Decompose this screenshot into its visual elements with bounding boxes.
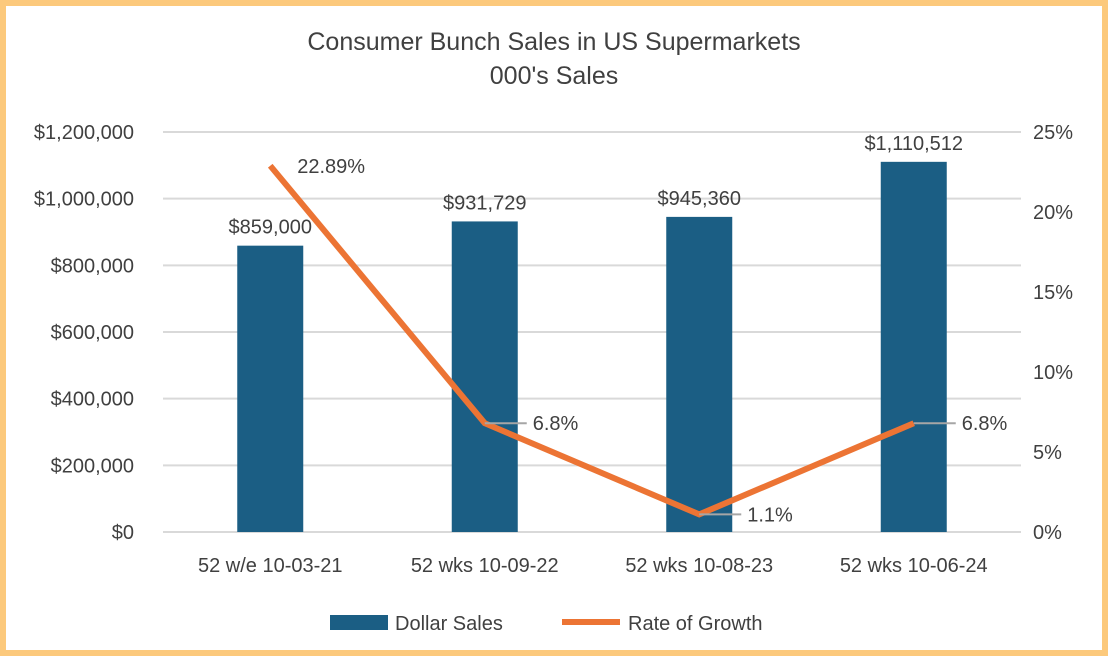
x-tick-label: 52 wks 10-09-22 [411,555,559,577]
left-tick-label: $800,000 [51,255,134,277]
left-tick-label: $200,000 [51,455,134,477]
legend-label-rate-of-growth: Rate of Growth [628,613,763,635]
chart-title: Consumer Bunch Sales in US Supermarkets [307,28,800,56]
right-tick-label: 5% [1033,442,1062,464]
line-data-label: 6.8% [533,413,579,435]
right-tick-label: 10% [1033,362,1073,384]
chart-subtitle: 000's Sales [490,62,618,90]
bar-data-label: $931,729 [443,192,526,214]
x-tick-label: 52 w/e 10-03-21 [198,555,343,577]
x-tick-label: 52 wks 10-06-24 [840,555,988,577]
left-tick-label: $600,000 [51,322,134,344]
bar [237,245,304,532]
right-tick-label: 15% [1033,282,1073,304]
legend-label-dollar-sales: Dollar Sales [395,613,503,635]
left-tick-label: $0 [112,522,134,544]
line-data-label: 1.1% [747,504,793,526]
right-tick-label: 20% [1033,202,1073,224]
bar [666,216,733,532]
legend-swatch-dollar-sales [330,615,388,630]
bar [880,161,947,532]
left-tick-label: $400,000 [51,389,134,411]
bar-data-label: $859,000 [229,217,312,239]
bar [451,221,518,533]
right-tick-label: 0% [1033,522,1062,544]
line-data-label: 22.89% [297,156,365,178]
bar-data-label: $945,360 [658,188,741,210]
x-tick-label: 52 wks 10-08-23 [625,555,773,577]
left-tick-label: $1,000,000 [34,189,134,211]
legend: Dollar Sales Rate of Growth [330,613,763,635]
left-tick-label: $1,200,000 [34,122,134,144]
growth-line [267,163,915,518]
bar-data-label: $1,110,512 [864,133,963,155]
right-tick-label: 25% [1033,122,1073,144]
line-data-label: 6.8% [962,413,1008,435]
